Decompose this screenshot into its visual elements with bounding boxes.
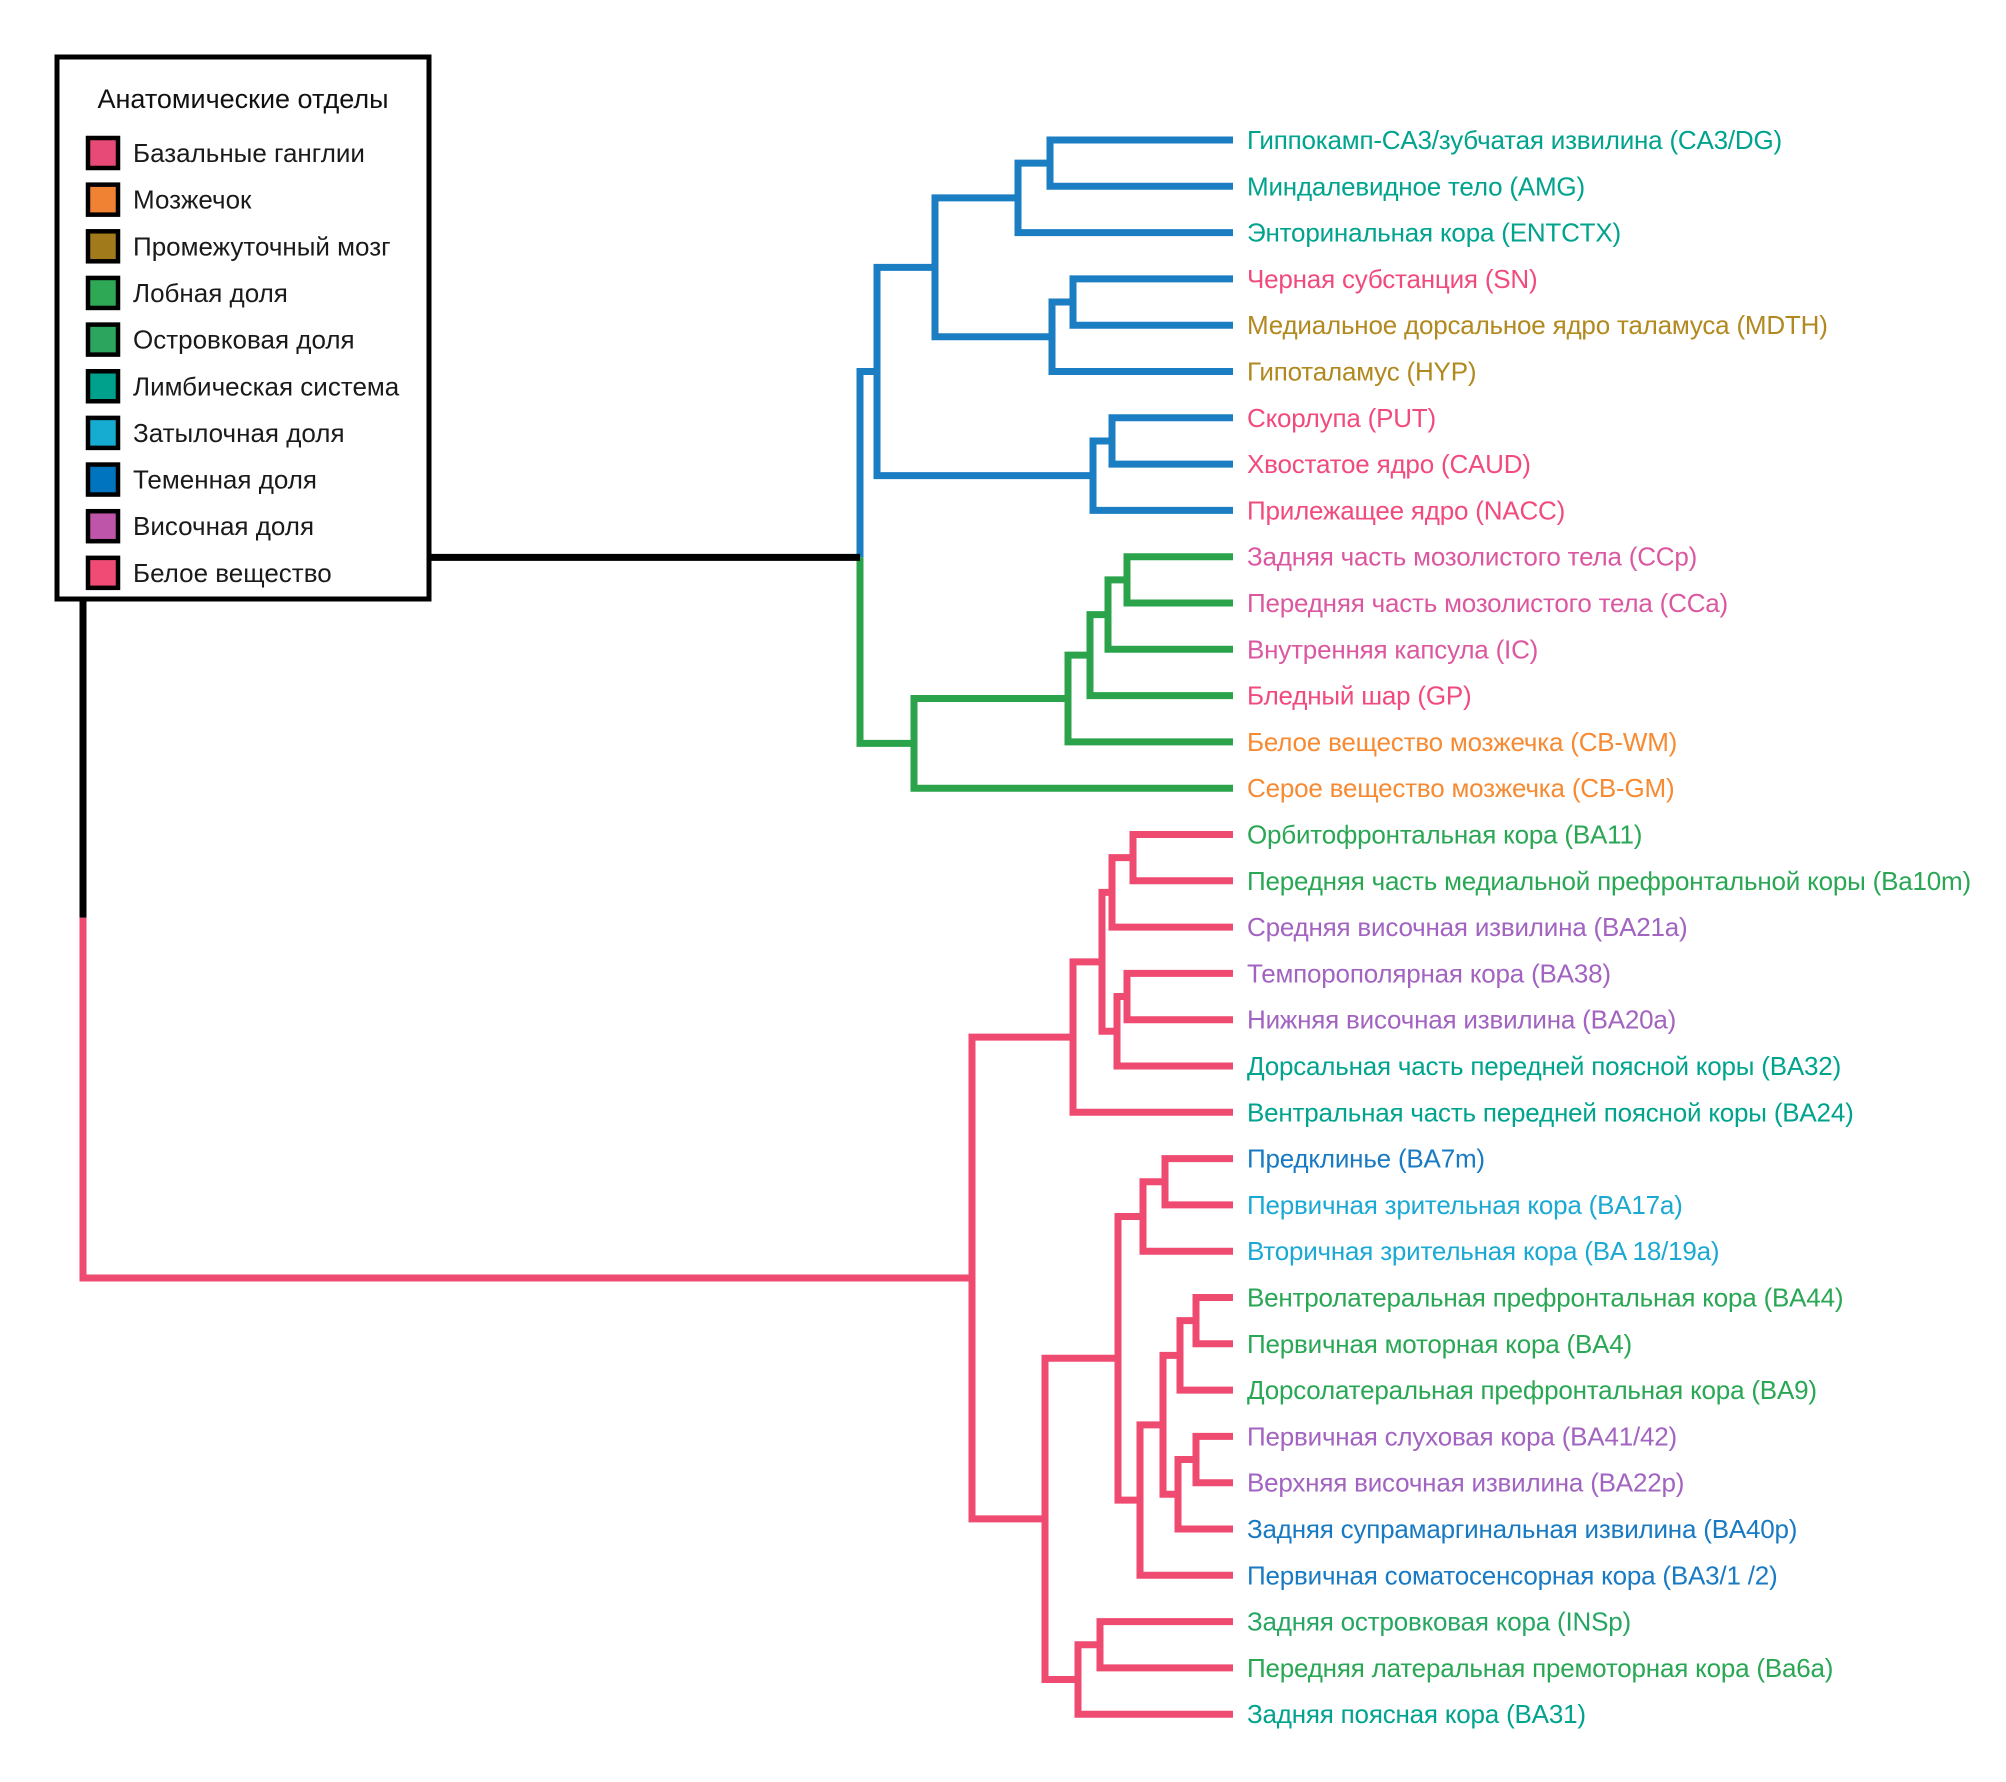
leaf-label-31: Задняя супрамаргинальная извилина (BA40p… <box>1247 1514 1797 1544</box>
leaf-label-32: Первичная соматосенсорная кора (BA3/1 /2… <box>1247 1560 1777 1590</box>
leaf-label-18: Средняя височная извилина (BA21a) <box>1247 912 1688 942</box>
branch <box>1069 958 1233 1116</box>
leaf-label-9: Прилежащее ядро (NACC) <box>1247 495 1565 525</box>
branch <box>1046 136 1233 190</box>
legend-swatch-6 <box>85 369 121 404</box>
legend-item-label-9: Височная доля <box>133 511 314 541</box>
legend-swatch-10 <box>85 555 121 591</box>
leaf-label-21: Дорсальная часть передней поясной коры (… <box>1247 1051 1841 1081</box>
leaf-label-19: Темпорополярная кора (BA38) <box>1247 958 1611 988</box>
tree-branches-layer <box>79 136 1233 1718</box>
legend-swatch-7 <box>85 415 121 451</box>
leaf-label-34: Передняя латеральная премоторная кора (B… <box>1247 1653 1833 1683</box>
branch <box>1123 553 1233 607</box>
legend-swatch-5 <box>85 322 121 357</box>
legend-item-label-7: Затылочная доля <box>133 418 345 448</box>
legend-item-label-3: Промежуточный мозг <box>133 231 391 261</box>
legend: Анатомические отделы Базальные ганглии Мо… <box>54 54 432 602</box>
leaf-label-22: Вентральная часть передней поясной коры … <box>1247 1097 1854 1127</box>
leaf-label-35: Задняя поясная кора (BA31) <box>1247 1699 1586 1729</box>
leaf-label-26: Вентролатеральная префронтальная кора (B… <box>1247 1283 1843 1313</box>
leaf-label-6: Гипоталамус (HYP) <box>1247 357 1476 387</box>
branch <box>1174 1456 1233 1533</box>
legend-items: Базальные ганглии Мозжечок Промежуточный м… <box>85 135 400 591</box>
leaf-label-25: Вторичная зрительная кора (BA 18/19a) <box>1247 1236 1719 1266</box>
legend-swatch-9 <box>85 508 121 544</box>
legend-swatch-4 <box>85 275 121 311</box>
leaf-label-33: Задняя островковая кора (INSp) <box>1247 1607 1631 1637</box>
legend-item-label-10: Белое вещество <box>133 558 332 588</box>
leaf-label-10: Задняя часть мозолистого тела (CCp) <box>1247 542 1697 572</box>
leaf-label-11: Передняя часть мозолистого тела (CCa) <box>1247 588 1728 618</box>
leaf-label-4: Черная субстанция (SN) <box>1247 264 1537 294</box>
branch <box>931 194 1052 341</box>
branch <box>1048 298 1233 375</box>
branch <box>1176 1317 1233 1394</box>
legend-item-label-8: Теменная доля <box>133 465 317 495</box>
branch <box>1113 993 1233 1070</box>
leaf-label-28: Дорсолатеральная префронтальная кора (BA… <box>1247 1375 1817 1405</box>
leaf-label-14: Белое вещество мозжечка (CB-WM) <box>1247 727 1677 757</box>
leaf-label-5: Медиальное дорсальное ядро таламуса (MDT… <box>1247 310 1828 340</box>
branch <box>1129 831 1233 885</box>
branch <box>856 368 877 558</box>
branch <box>79 553 860 918</box>
leaf-label-20: Нижняя височная извилина (BA20a) <box>1247 1005 1676 1035</box>
leaf-label-12: Внутренняя капсула (IC) <box>1247 634 1538 664</box>
branch <box>968 1033 1073 1523</box>
leaf-label-15: Серое вещество мозжечка (CB-GM) <box>1247 773 1674 803</box>
branch <box>1192 1294 1233 1348</box>
branch <box>1139 1178 1233 1255</box>
branch <box>1096 1618 1233 1672</box>
leaf-label-8: Хвостатое ядро (CAUD) <box>1247 449 1531 479</box>
legend-swatch-8 <box>85 462 121 497</box>
branch <box>1161 1155 1233 1209</box>
branch <box>1123 969 1233 1024</box>
branch <box>1108 414 1233 468</box>
legend-swatch-2 <box>85 182 121 217</box>
leaf-label-7: Скорлупа (PUT) <box>1247 403 1436 433</box>
branch <box>1069 275 1233 329</box>
leaf-label-13: Бледный шар (GP) <box>1247 681 1471 711</box>
legend-swatch-3 <box>85 229 121 264</box>
leaf-label-23: Предклинье (BA7m) <box>1247 1144 1485 1174</box>
branch <box>856 557 914 747</box>
leaf-label-3: Энторинальная кора (ENTCTX) <box>1247 218 1621 248</box>
legend-item-label-1: Базальные ганглии <box>133 138 365 168</box>
legend-item-label-4: Лобная доля <box>133 278 288 308</box>
branch <box>1136 1421 1233 1579</box>
legend-title: Анатомические отделы <box>98 84 389 114</box>
legend-swatch-1 <box>85 135 121 171</box>
leaf-labels-layer: Гиппокамп-CA3/зубчатая извилина (CA3/DG)… <box>1247 125 1971 1729</box>
leaf-label-16: Орбитофронтальная кора (BA11) <box>1247 820 1642 850</box>
branch <box>1041 1354 1118 1683</box>
leaf-label-1: Гиппокамп-CA3/зубчатая извилина (CA3/DG) <box>1247 125 1782 155</box>
leaf-label-17: Передняя часть медиальной префронтальной… <box>1247 866 1971 896</box>
leaf-label-24: Первичная зрительная кора (BA17a) <box>1247 1190 1683 1220</box>
leaf-label-29: Первичная слуховая кора (BA41/42) <box>1247 1421 1677 1451</box>
legend-item-label-6: Лимбическая система <box>133 371 400 401</box>
leaf-label-2: Миндалевидное тело (AMG) <box>1247 171 1585 201</box>
legend-item-label-2: Мозжечок <box>133 185 252 215</box>
branch <box>1192 1432 1233 1487</box>
branch <box>79 917 972 1282</box>
legend-item-label-5: Островковая доля <box>133 325 355 355</box>
leaf-label-30: Верхняя височная извилина (BA22p) <box>1247 1468 1684 1498</box>
leaf-label-27: Первичная моторная кора (BA4) <box>1247 1329 1632 1359</box>
